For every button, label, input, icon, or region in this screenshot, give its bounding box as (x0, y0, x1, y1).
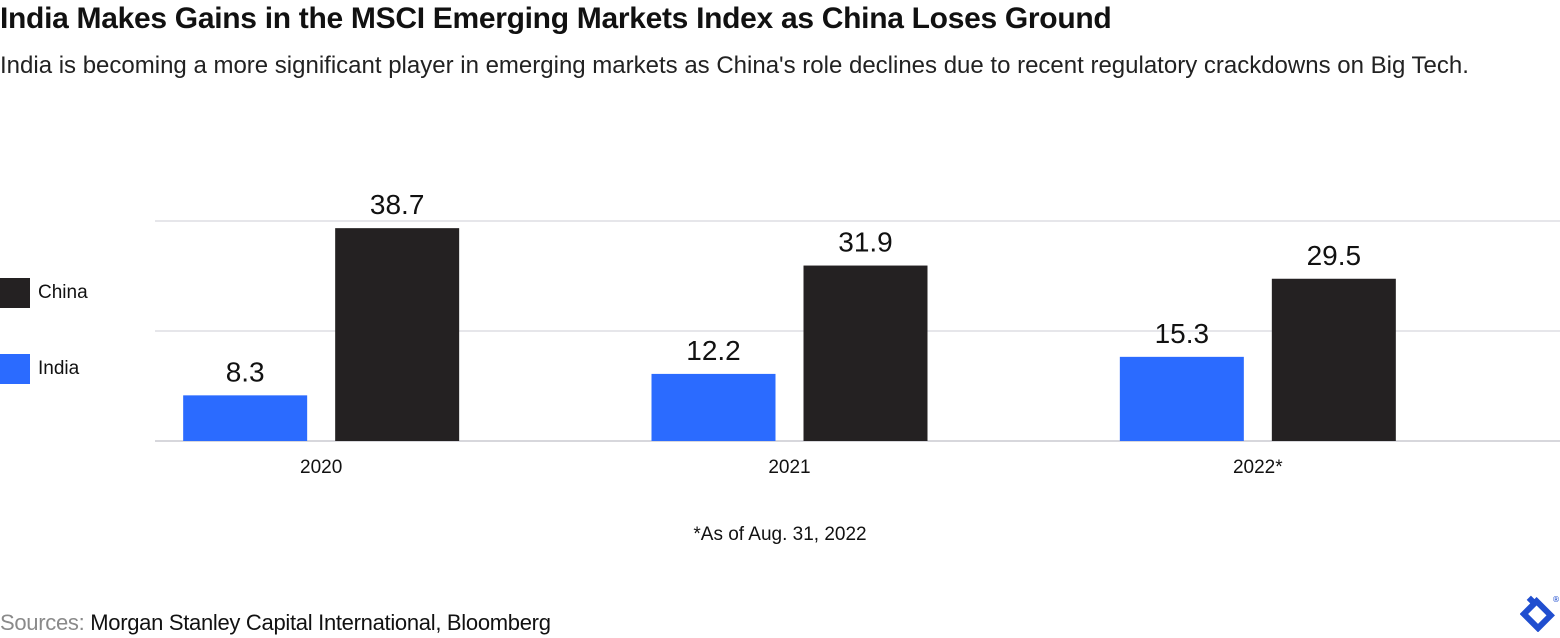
data-label: 15.3 (1155, 318, 1210, 349)
bar-india-2022 (1119, 356, 1244, 441)
sources-label: Sources: (0, 610, 85, 635)
bar-china-2020 (335, 228, 460, 441)
x-tick-label: 2022* (1233, 457, 1283, 478)
x-tick-label: 2020 (300, 457, 342, 478)
data-label: 31.9 (838, 227, 893, 258)
legend-item-china: China (0, 278, 88, 308)
data-label: 38.7 (370, 189, 425, 220)
data-label: 12.2 (686, 335, 741, 366)
data-label: 29.5 (1307, 240, 1362, 271)
legend-swatch-india (0, 354, 30, 384)
sources-line: Sources: Morgan Stanley Capital Internat… (0, 610, 551, 636)
footnote: *As of Aug. 31, 2022 (693, 524, 867, 545)
data-label: 8.3 (226, 356, 265, 387)
toptal-logo-icon: ® (1520, 595, 1560, 632)
legend-label-india: India (38, 358, 80, 379)
bar-china-2021 (803, 265, 928, 441)
chart-title: India Makes Gains in the MSCI Emerging M… (0, 2, 1112, 35)
bar-india-2021 (651, 373, 776, 441)
sources-text: Morgan Stanley Capital International, Bl… (90, 610, 551, 635)
legend-item-india: India (0, 354, 79, 384)
bar-china-2022 (1271, 278, 1396, 441)
bar-chart: 8.3 38.7 2020 12.2 31.9 2021 15.3 29.5 2022* (155, 189, 1560, 478)
chart-subtitle: India is becoming a more significant pla… (0, 52, 1469, 79)
x-tick-label: 2021 (768, 457, 810, 478)
svg-text:®: ® (1552, 595, 1560, 604)
bar-india-2020 (183, 395, 308, 441)
legend-swatch-china (0, 278, 30, 308)
legend-label-china: China (38, 282, 88, 303)
